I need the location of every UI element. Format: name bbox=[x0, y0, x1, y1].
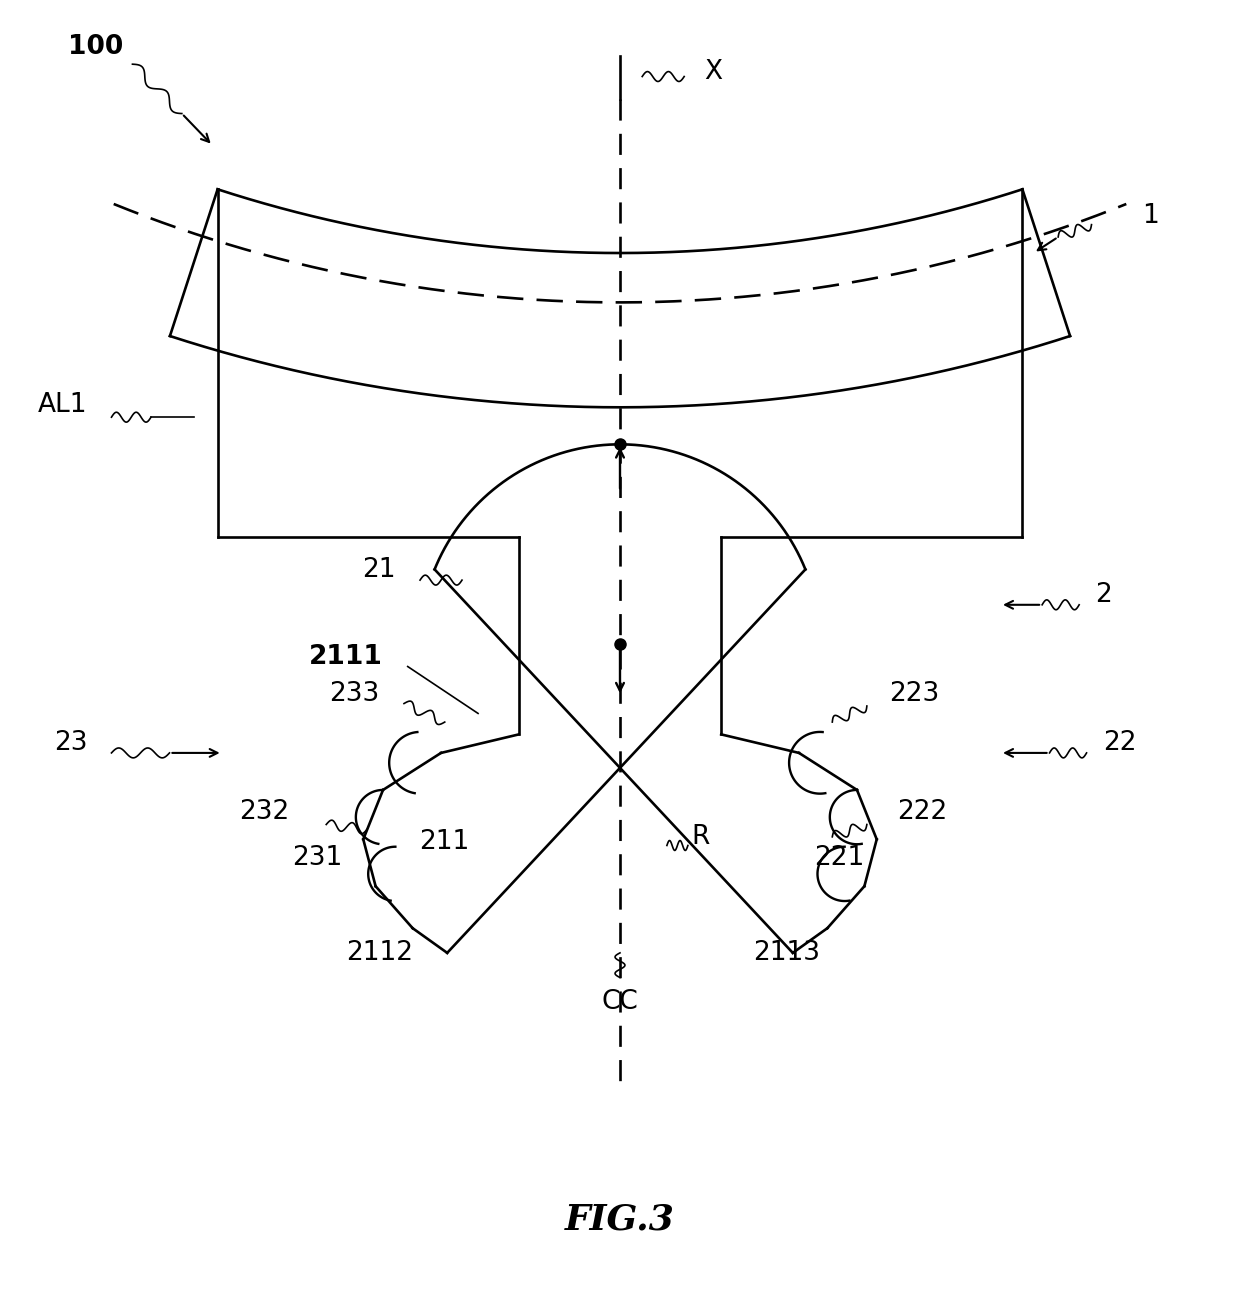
Text: X: X bbox=[704, 58, 722, 84]
Text: 100: 100 bbox=[68, 34, 123, 60]
Text: FIG.3: FIG.3 bbox=[565, 1203, 675, 1236]
Text: 231: 231 bbox=[293, 845, 342, 871]
Text: R: R bbox=[691, 824, 709, 850]
Text: 22: 22 bbox=[1104, 730, 1137, 756]
Text: 223: 223 bbox=[889, 680, 939, 706]
Text: 211: 211 bbox=[419, 828, 470, 855]
Text: 221: 221 bbox=[815, 845, 864, 871]
Text: 232: 232 bbox=[239, 800, 290, 826]
Text: 2113: 2113 bbox=[753, 940, 820, 966]
Text: 21: 21 bbox=[362, 557, 396, 583]
Text: 2111: 2111 bbox=[309, 644, 383, 670]
Text: CC: CC bbox=[601, 989, 639, 1015]
Text: AL1: AL1 bbox=[37, 391, 87, 417]
Text: 2: 2 bbox=[1095, 582, 1112, 608]
Text: 1: 1 bbox=[1142, 203, 1159, 229]
Text: 2112: 2112 bbox=[346, 940, 413, 966]
Text: 222: 222 bbox=[898, 800, 947, 826]
Text: 233: 233 bbox=[330, 680, 379, 706]
Text: 23: 23 bbox=[55, 730, 88, 756]
